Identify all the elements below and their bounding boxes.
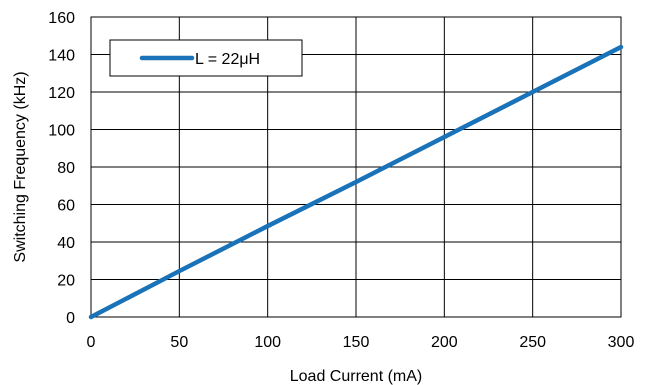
plot-frame [90,16,622,318]
x-tick-label: 250 [519,334,546,351]
y-tick-label: 100 [48,123,75,140]
y-axis-title: Switching Frequency (kHz) [12,71,29,262]
y-tick-label: 40 [57,235,75,252]
tick-labels: 0 50 100 150 200 250 300 0 20 40 60 80 100 120 140 160 [48,10,634,351]
series-group [88,44,624,320]
x-axis-title: Load Current (mA) [290,368,423,385]
x-tick-label: 150 [343,334,370,351]
legend-label: L = 22μH [195,51,260,68]
x-tick-label: 0 [87,334,96,351]
y-tick-label: 140 [48,48,75,65]
x-tick-label: 100 [254,334,281,351]
legend: L = 22μH [109,39,303,77]
x-tick-label: 50 [170,334,188,351]
y-tick-label: 120 [48,85,75,102]
x-tick-label: 300 [608,334,635,351]
y-tick-label: 0 [66,310,75,327]
x-tick-label: 200 [431,334,458,351]
y-tick-label: 20 [57,273,75,290]
y-tick-label: 80 [57,160,75,177]
series-line [88,44,624,320]
y-tick-label: 160 [48,10,75,27]
y-tick-label: 60 [57,198,75,215]
